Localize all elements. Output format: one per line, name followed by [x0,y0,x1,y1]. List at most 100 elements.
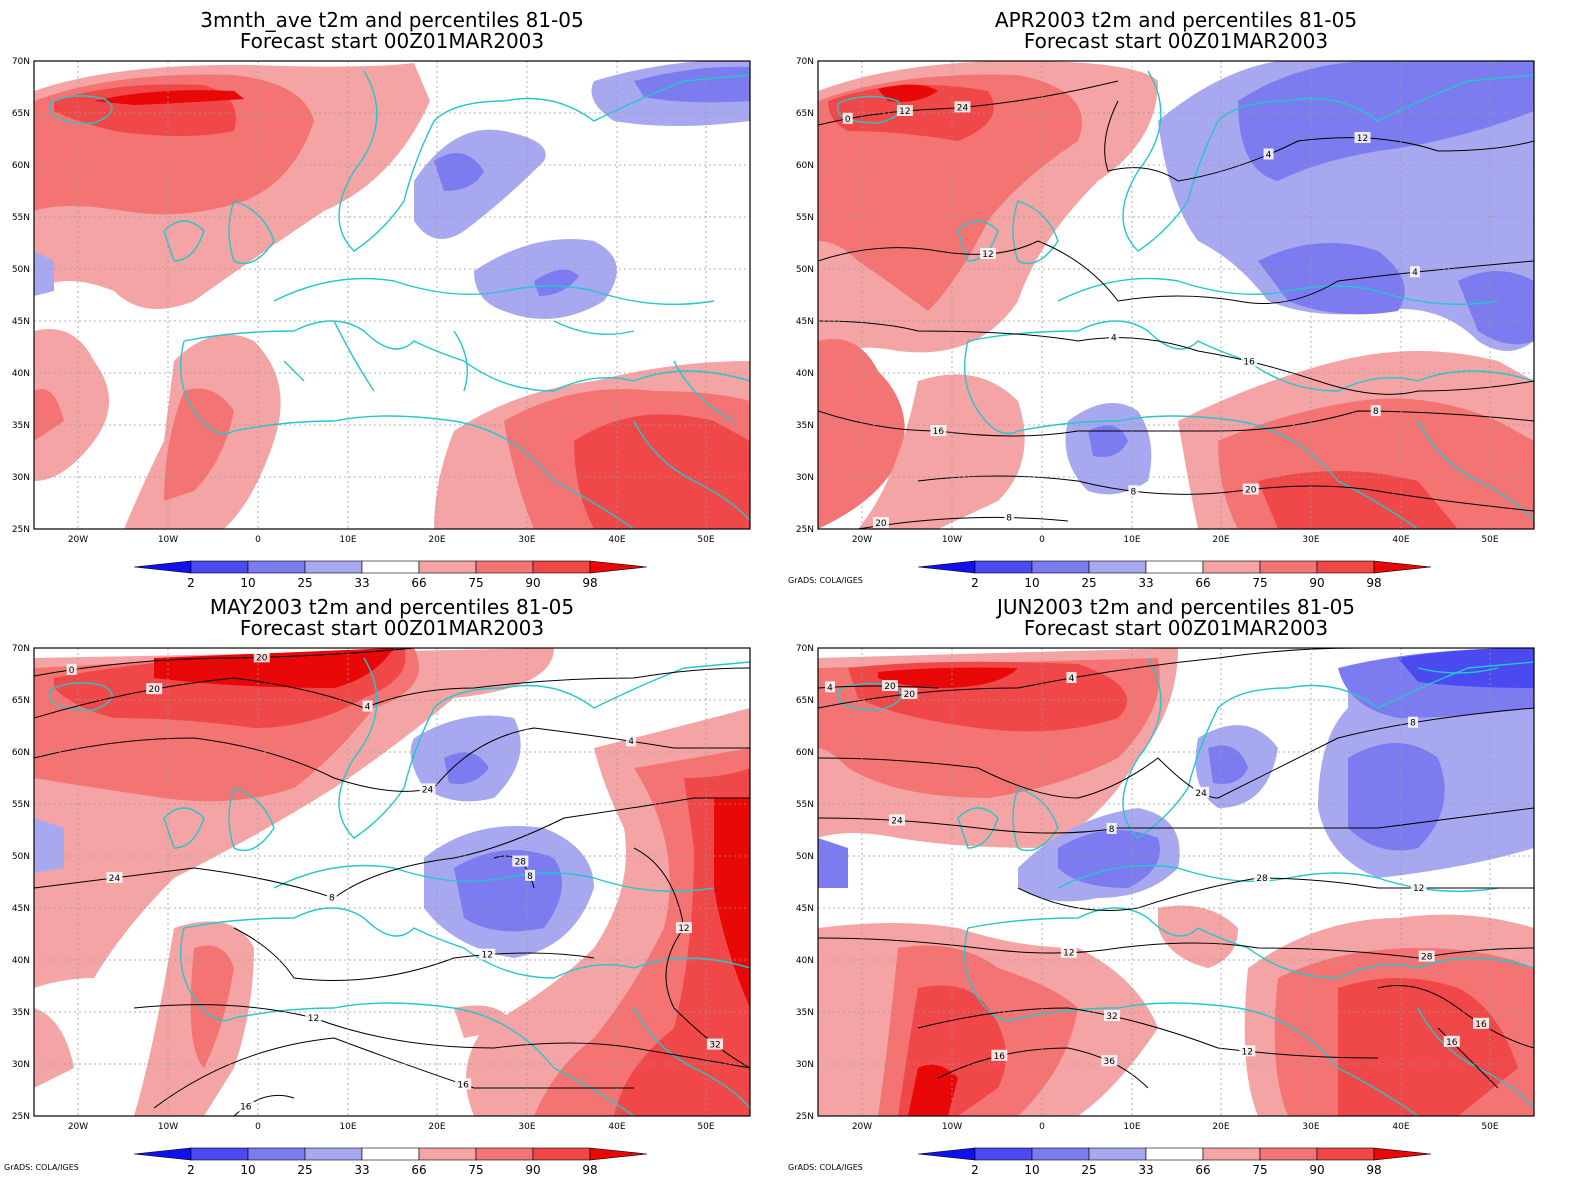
lon-tick-label: 30E [518,535,535,545]
contour-label-bg [1060,946,1077,958]
contour-label-bg [1108,331,1119,343]
contour-label: 24 [891,816,903,826]
lon-tick-label: 10E [339,1122,356,1132]
colorbar-segment [1202,560,1261,574]
colorbar-label: 90 [525,1163,540,1177]
colorbar-segment [190,560,249,574]
colorbar-segment [1031,560,1090,574]
panel-2-title-line1: APR2003 t2m and percentiles 81-05 [995,8,1357,32]
contour-label: 24 [422,785,434,795]
contour-label: 28 [1256,874,1268,884]
lat-tick-label: 30N [12,473,30,483]
lon-tick-label: 0 [1039,535,1045,545]
lon-tick-label: 20E [1212,1122,1229,1132]
colorbar-segment [361,1147,420,1161]
lat-tick-label: 40N [796,369,814,379]
lon-tick-label: 40E [608,535,625,545]
lat-tick-label: 25N [796,1112,814,1122]
colorbar-label: 10 [240,1163,255,1177]
lat-tick-label: 30N [12,1060,30,1070]
colorbar-label: 2 [971,1163,979,1177]
contour-label: 0 [69,666,75,676]
contour-label-bg [901,687,918,699]
contour-label-bg [1370,405,1381,417]
contour-label-bg [1254,872,1271,884]
colorbar-label: 98 [582,1163,597,1177]
contour-label: 20 [904,690,916,700]
lat-tick-label: 60N [796,161,814,171]
colorbar-label: 66 [411,576,426,590]
colorbar-label: 98 [1366,1163,1381,1177]
contour-label-bg [896,105,913,117]
colorbar-segment [532,560,591,574]
contour-label-bg [824,681,835,693]
contour-label: 16 [933,427,945,437]
colorbar-label: 66 [1195,1163,1210,1177]
lon-tick-label: 10W [158,1122,178,1132]
lat-tick-label: 70N [796,644,814,654]
contour-label-bg [1418,950,1435,962]
contour-label-bg [362,700,373,712]
panel-2-title-line2: Forecast start 00Z01MAR2003 [1024,29,1328,53]
colorbar-label: 90 [525,576,540,590]
contour-label: 20 [148,685,160,695]
panel-2-colorbar: 2 10 25 33 66 75 90 98 [917,560,1432,590]
contour-label-bg [1443,1035,1460,1047]
contour-label: 4 [1069,674,1075,684]
contour-label-bg [479,948,496,960]
lat-tick-label: 35N [796,1008,814,1018]
panel-4-title-line2: Forecast start 00Z01MAR2003 [1024,616,1328,640]
lon-tick-label: 20W [852,535,872,545]
colorbar-segment [475,560,534,574]
contour-label-bg [419,783,436,795]
panel-1: 3mnth_ave t2m and percentiles 81-05 Fore… [12,8,751,590]
contour-label: 36 [1104,1057,1116,1067]
contour-label-bg [525,869,536,881]
lat-tick-label: 55N [12,213,30,223]
lon-tick-label: 0 [1039,1122,1045,1132]
colorbar-label: 25 [297,576,312,590]
lat-tick-label: 50N [796,852,814,862]
colorbar-label: 25 [1081,576,1096,590]
lon-tick-label: 10W [942,1122,962,1132]
lat-tick-label: 45N [12,904,30,914]
contour-label-bg [991,1049,1008,1061]
contour-label-bg [842,112,853,124]
contour-label: 8 [1006,514,1012,524]
lat-tick-label: 65N [12,696,30,706]
contour-label-bg [1473,1017,1490,1029]
contour-label-bg [1409,266,1420,278]
contour-label-bg [1354,131,1371,143]
colorbar-label: 90 [1309,576,1324,590]
contour-label: 4 [1412,268,1418,278]
colorbar-arrow-high [1373,1147,1432,1161]
contour-label-bg [675,922,692,934]
panel-1-map: 20W 10W 0 10E 20E 30E 40E 50E 70N 65N 60N 55N 50N 45N… [12,57,751,545]
lat-tick-label: 65N [12,109,30,119]
lat-tick-label: 25N [12,1112,30,1122]
contour-label-bg [1410,882,1427,893]
colorbar-label: 66 [411,1163,426,1177]
colorbar-label: 33 [354,1163,369,1177]
colorbar-label: 10 [1024,1163,1039,1177]
contour-label: 4 [827,683,833,693]
contour-label: 8 [527,872,533,882]
colorbar-segment [418,560,477,574]
lat-tick-label: 65N [796,696,814,706]
colorbar-segment [1202,1147,1261,1161]
contour-label-bg [1103,1010,1120,1022]
colorbar-label: 10 [1024,576,1039,590]
colorbar-label: 98 [582,576,597,590]
contour-label-bg [888,814,905,826]
colorbar-segment [1316,1147,1375,1161]
colorbar-label: 2 [187,576,195,590]
contour-label: 12 [1413,884,1424,894]
lat-tick-label: 70N [12,57,30,67]
colorbar-segment [1031,1147,1090,1161]
lat-tick-label: 55N [796,800,814,810]
lon-tick-label: 20W [68,1122,88,1132]
contour-label-bg [253,651,270,663]
lat-tick-label: 30N [796,473,814,483]
colorbar-segment [1145,560,1204,574]
lat-tick-label: 55N [796,213,814,223]
